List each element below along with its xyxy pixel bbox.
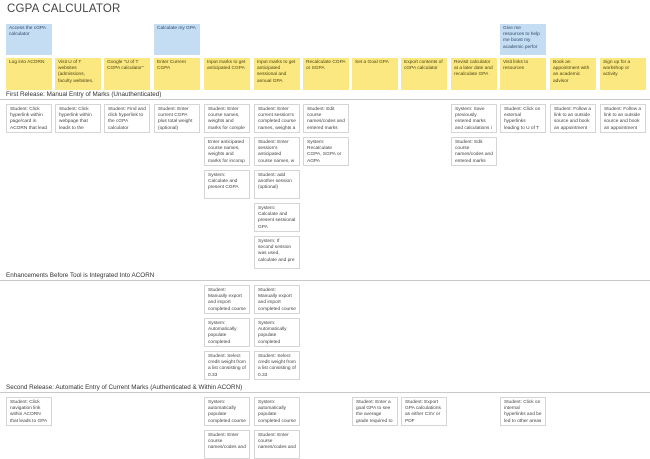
activity-revisit-calculator: Revisit calculator at a later date and r…: [451, 58, 497, 90]
page-title: CGPA CALCULATOR: [7, 3, 121, 15]
story-card: System: Automatically populate completed…: [204, 318, 250, 347]
story-card: Student: Manually export and import comp…: [254, 285, 300, 314]
story-card: System: Automatically populate completed…: [254, 318, 300, 347]
activity-export-contents: Export contents of cGPA calculator: [401, 58, 447, 90]
story-card: System: Calculate and present CGPA: [204, 170, 250, 199]
section-divider: [0, 99, 650, 100]
story-card: Student: Edit course names/codes and ent…: [303, 104, 349, 133]
story-card: Student: Manually export and import comp…: [204, 285, 250, 314]
story-card: Student: Select credit weight from a lis…: [254, 351, 300, 380]
section-divider: [0, 392, 650, 393]
activity-visit-uoft-websites: Visit U of T websites (admissions, facul…: [55, 58, 101, 90]
story-card: Enter anticipated course names, weights …: [204, 137, 250, 166]
goal-resources: Give me resources to help me boost my ac…: [500, 24, 546, 55]
story-card: Student: Enter session's anticipated cou…: [254, 137, 300, 166]
activity-book-appointment: Book an appointment with an academic adv…: [550, 58, 596, 90]
goal-calculate-gpa: Calculate my GPA: [154, 24, 200, 55]
story-card: Student: Enter current session's complet…: [254, 104, 300, 133]
section-enhancements: Enhancements Before Tool is Integrated I…: [6, 272, 155, 279]
story-card: System: Save previously entered marks an…: [451, 104, 497, 133]
story-card: Student: Click navigation link within AC…: [6, 397, 52, 426]
activity-sign-up-workshop: Sign up for a workshop or activity: [600, 58, 646, 90]
story-card: Student: Export GPA calculations as eith…: [401, 397, 447, 426]
story-card: Student: Follow a link to an outside sou…: [600, 104, 646, 133]
story-card: Student: Enter course names/codes and: [204, 430, 250, 459]
story-card: System: Recalculate CGPA, SGPA or AGPA: [303, 137, 349, 166]
story-card: Student: Enter current CGPA plus total w…: [154, 104, 200, 133]
activity-log-into-acorn: Log into ACORN: [6, 58, 52, 90]
activity-google-calculator: Google "U of T CGPA calculator": [104, 58, 150, 90]
story-card: Student: Follow a link to an outside sou…: [550, 104, 596, 133]
story-card: Student: Click hyperlink within page/car…: [6, 104, 52, 133]
story-card: Student: Edit course names/codes and ent…: [451, 137, 497, 166]
activity-input-marks-sessional: Input marks to get anticipated sessional…: [254, 58, 300, 90]
section-second-release: Second Release: Automatic Entry of Curre…: [6, 384, 243, 391]
activity-input-marks-cgpa: Input marks to get anticipated CGPA: [204, 58, 250, 90]
story-card: System: automatically populate completed…: [254, 397, 300, 426]
story-card: Student: add another session (optional): [254, 170, 300, 199]
story-card: Student: Click hyperlink within webpage …: [55, 104, 101, 133]
story-card: Student: Enter a goal GPA to see the ave…: [352, 397, 398, 426]
story-card: Student: Enter course names, weights and…: [204, 104, 250, 133]
section-divider: [0, 280, 650, 281]
story-card: Student: Click on external hyperlinks le…: [500, 104, 546, 133]
goal-access-calculator: Access the cGPA calculator: [6, 24, 52, 55]
activity-recalculate: Recalculate CGPA or SGPA: [303, 58, 349, 90]
story-card: System: If second session was used, calc…: [254, 236, 300, 269]
story-card: Student: Click on internal hyperlinks an…: [500, 397, 546, 426]
story-card: System: Calculate and present sessional …: [254, 203, 300, 232]
activity-set-goal-gpa: Set a Goal GPA: [352, 58, 398, 90]
story-card: Student: Find and click hyperlink to the…: [104, 104, 150, 133]
activity-enter-current-cgpa: Enter Current CGPA: [154, 58, 200, 90]
story-card: Student: Enter course names/codes and: [254, 430, 300, 459]
story-card: Student: Select credit weight from a lis…: [204, 351, 250, 380]
activity-visit-links: Visit links to resources: [500, 58, 546, 90]
story-card: System: automatically populate completed…: [204, 397, 250, 426]
section-first-release: First Release: Manual Entry of Marks (Un…: [6, 91, 162, 98]
